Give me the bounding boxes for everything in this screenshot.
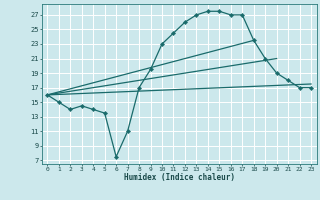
X-axis label: Humidex (Indice chaleur): Humidex (Indice chaleur): [124, 173, 235, 182]
